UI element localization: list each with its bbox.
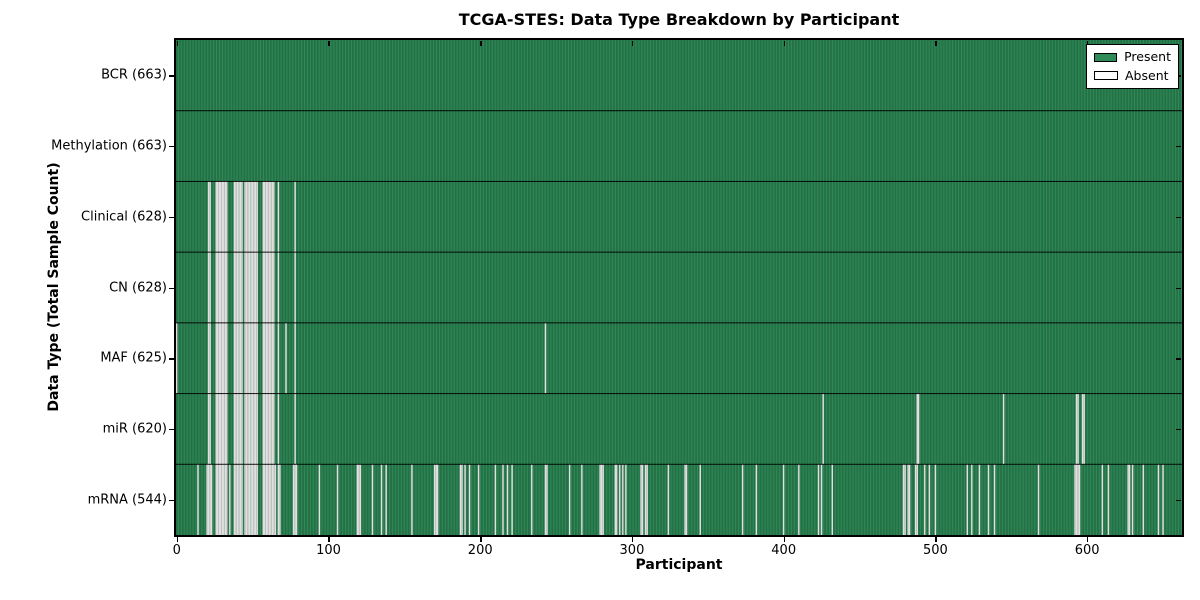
x-axis-tick-top [631,41,634,46]
y-axis-tick [169,146,175,148]
x-axis-tick-top [783,41,785,46]
y-axis-tick [169,428,175,431]
x-axis-tick-top [328,41,330,46]
legend-label-absent: Absent [1125,67,1169,83]
y-axis-tick [169,358,175,360]
x-tick-label: 400 [771,543,797,558]
x-tick-label: 100 [316,543,341,558]
x-axis-tick [480,536,482,542]
absent-swatch [1094,71,1118,81]
row-label-bcr: BCR (663) [101,67,167,83]
legend-item-present: Present [1094,49,1171,64]
x-axis-tick [935,536,937,542]
y-axis-tick [169,216,175,219]
x-axis-tick [631,536,634,542]
y-axis-tick-right [1176,216,1181,219]
row-label-maf: MAF (625) [100,350,167,366]
row-label-mir: miR (620) [102,421,167,437]
present-swatch [1094,52,1118,62]
y-axis-tick-right [1176,358,1181,360]
legend-label-present: Present [1124,49,1171,64]
x-axis-tick-top [176,41,179,46]
x-axis-tick-top [480,41,482,46]
x-axis-tick-top [1087,41,1089,46]
y-axis-tick-right [1176,428,1181,431]
legend: Present Absent [1086,44,1179,89]
x-axis-tick [1087,536,1089,542]
y-axis-tick [169,499,175,501]
y-axis-label: Data Type (Total Sample Count) [46,162,62,412]
x-tick-label: 500 [923,543,948,558]
y-axis-tick-right [1176,146,1181,148]
row-label-clinical: Clinical (628) [81,209,167,225]
row-label-methylation: Methylation (663) [51,138,167,154]
y-axis-tick [169,75,175,77]
x-axis-tick [783,536,785,542]
y-axis-tick [169,287,175,289]
chart-title: TCGA-STES: Data Type Breakdown by Partic… [458,10,900,29]
x-axis-tick [176,536,179,542]
row-label-mrna: mRNA (544) [87,492,167,508]
x-axis-tick-top [935,41,937,46]
row-label-cn: CN (628) [109,280,167,295]
x-tick-label: 200 [467,543,493,558]
x-tick-label: 300 [619,543,645,558]
y-axis-tick-right [1176,287,1181,289]
y-axis-tick-right [1176,499,1181,501]
plot-area [176,40,1182,535]
x-tick-label: 0 [172,543,181,558]
legend-item-absent: Absent [1094,67,1171,83]
x-tick-label: 600 [1074,543,1100,558]
x-axis-tick [328,536,330,542]
x-axis-label: Participant [635,557,723,573]
